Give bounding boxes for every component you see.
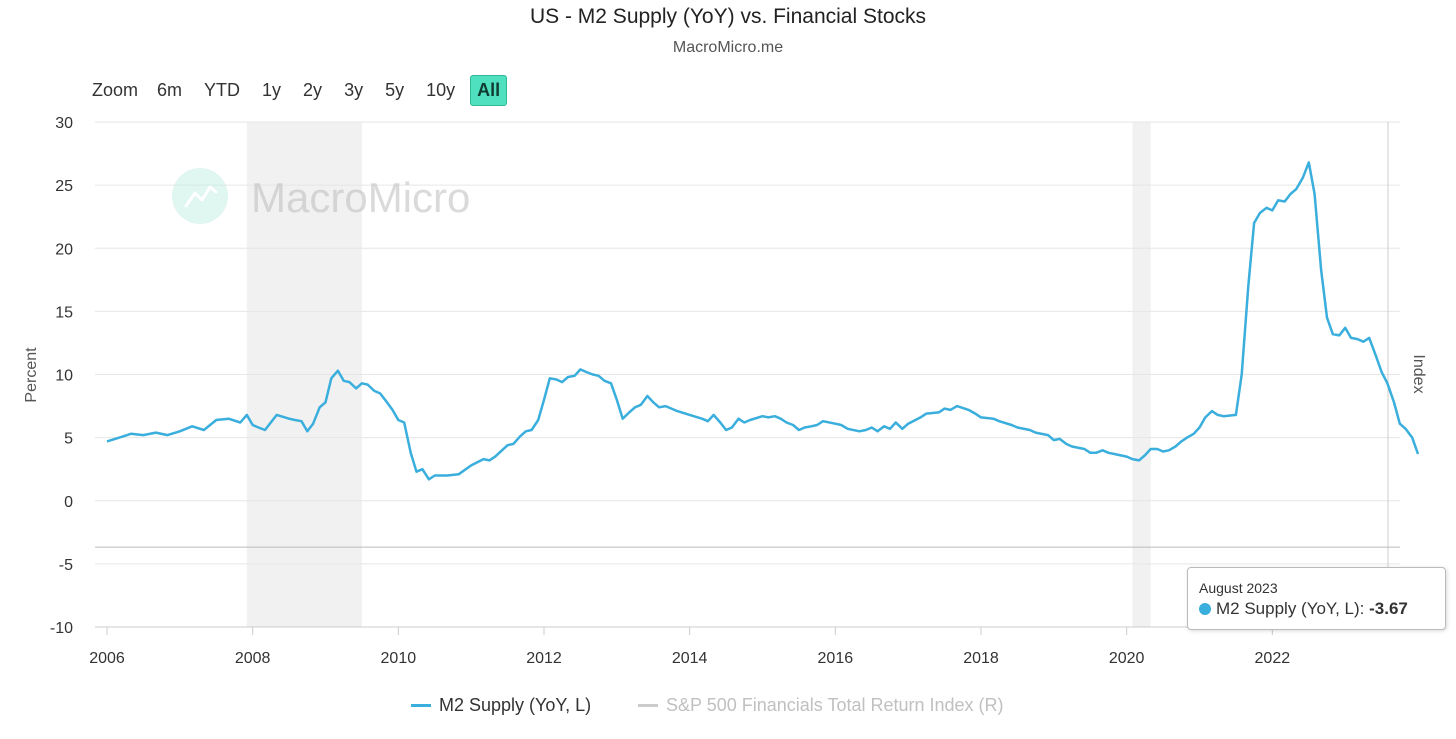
range-button-2y[interactable]: 2y xyxy=(303,79,323,100)
tooltip-row: M2 Supply (YoY, L): -3.67 xyxy=(1199,599,1408,619)
y-axis-label-left: Percent xyxy=(23,347,40,403)
range-button-5y[interactable]: 5y xyxy=(385,79,405,100)
tooltip: August 2023 M2 Supply (YoY, L): -3.67 xyxy=(1187,567,1446,630)
y-axis-ticks: 30 25 20 15 10 5 0 -5 -10 xyxy=(50,115,73,637)
x-tick-label: 2010 xyxy=(381,650,417,667)
x-tick-label: 2016 xyxy=(818,650,854,667)
x-tick-label: 2022 xyxy=(1255,650,1291,667)
range-button-3y[interactable]: 3y xyxy=(344,79,364,100)
y-tick-label: 0 xyxy=(64,494,73,511)
y-tick-label: 5 xyxy=(64,431,73,448)
y-tick-label: 25 xyxy=(55,178,73,195)
range-button-6m[interactable]: 6m xyxy=(157,79,183,100)
y-tick-label: 15 xyxy=(55,304,73,321)
x-tick-label: 2018 xyxy=(963,650,999,667)
range-button-1y[interactable]: 1y xyxy=(262,79,282,100)
tooltip-date: August 2023 xyxy=(1199,580,1278,596)
legend-swatch-sp500 xyxy=(638,703,658,707)
legend-swatch-m2 xyxy=(411,703,431,707)
x-tick-label: 2006 xyxy=(89,650,125,667)
watermark-chart-icon xyxy=(184,185,218,208)
y-tick-label: 30 xyxy=(55,115,73,132)
range-button-10y[interactable]: 10y xyxy=(426,79,456,100)
x-tick-label: 2008 xyxy=(235,650,271,667)
x-tick-label: 2020 xyxy=(1109,650,1145,667)
legend-item-sp500-financials[interactable]: S&P 500 Financials Total Return Index (R… xyxy=(638,692,1004,718)
range-button-all[interactable]: All xyxy=(470,74,508,106)
y-tick-label: 10 xyxy=(55,368,73,385)
gridlines xyxy=(95,121,1400,628)
y-tick-label: 20 xyxy=(55,241,73,258)
tooltip-value: -3.67 xyxy=(1369,599,1408,618)
chart-title: US - M2 Supply (YoY) vs. Financial Stock… xyxy=(529,5,927,28)
watermark: MacroMicro xyxy=(172,168,470,224)
watermark-text: MacroMicro xyxy=(251,174,470,221)
chart-subtitle: MacroMicro.me xyxy=(672,39,784,56)
tooltip-series-dot-icon xyxy=(1199,603,1211,615)
x-tick-label: 2012 xyxy=(526,650,562,667)
tooltip-series-name: M2 Supply (YoY, L): xyxy=(1216,599,1365,618)
x-axis-ticks: 2006 2008 2010 2012 2014 2016 2018 2020 2022 xyxy=(89,627,1290,667)
legend-label-sp500: S&P 500 Financials Total Return Index (R… xyxy=(666,694,1004,715)
x-tick-label: 2014 xyxy=(672,650,708,667)
zoom-label: Zoom xyxy=(92,79,139,100)
range-button-ytd[interactable]: YTD xyxy=(204,79,241,100)
y-tick-label: -10 xyxy=(50,620,73,637)
series-points xyxy=(106,162,1419,480)
legend-label-m2: M2 Supply (YoY, L) xyxy=(439,694,592,715)
range-selector: Zoom 6m YTD 1y 2y 3y 5y 10y All xyxy=(92,74,515,106)
y-tick-label: -5 xyxy=(59,557,73,574)
legend-item-m2-supply[interactable]: M2 Supply (YoY, L) xyxy=(411,692,591,718)
y-axis-label-right: Index xyxy=(1410,354,1427,393)
